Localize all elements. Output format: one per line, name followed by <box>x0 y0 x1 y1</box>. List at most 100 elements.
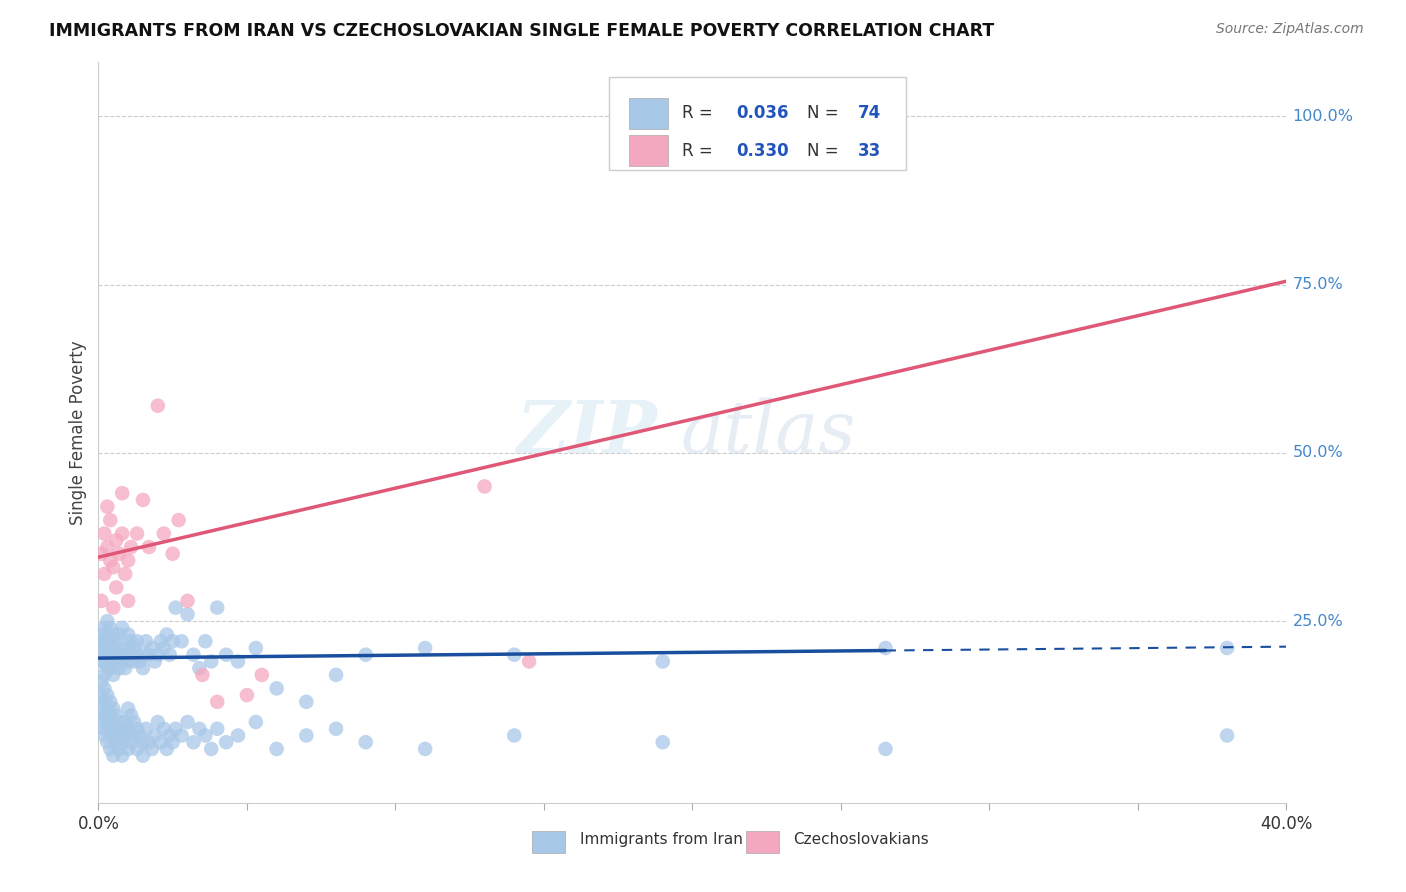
Point <box>132 648 155 662</box>
Point <box>503 648 526 662</box>
Text: 74: 74 <box>858 104 880 122</box>
Point <box>176 594 198 608</box>
Point <box>517 655 540 669</box>
Point <box>114 566 136 581</box>
Point <box>93 695 115 709</box>
Point <box>96 701 118 715</box>
Point <box>120 735 142 749</box>
Point <box>105 735 128 749</box>
Point <box>103 627 125 641</box>
Point <box>117 701 139 715</box>
Point <box>226 729 249 743</box>
Point <box>111 526 134 541</box>
Point <box>96 688 118 702</box>
Point <box>108 661 131 675</box>
Point <box>98 648 121 662</box>
Point <box>90 655 112 669</box>
Point <box>117 553 139 567</box>
Point <box>138 735 160 749</box>
Point <box>474 479 496 493</box>
Point <box>156 742 179 756</box>
Text: IMMIGRANTS FROM IRAN VS CZECHOSLOVAKIAN SINGLE FEMALE POVERTY CORRELATION CHART: IMMIGRANTS FROM IRAN VS CZECHOSLOVAKIAN … <box>49 22 994 40</box>
Point <box>90 594 112 608</box>
Point <box>651 735 673 749</box>
Point <box>114 714 136 729</box>
Point <box>90 547 112 561</box>
Point <box>105 708 128 723</box>
Point <box>96 634 118 648</box>
Text: 0.036: 0.036 <box>737 104 789 122</box>
Point <box>98 742 121 756</box>
Point <box>132 748 155 763</box>
Point <box>138 540 160 554</box>
Point <box>105 533 128 548</box>
Point <box>152 722 174 736</box>
Point <box>96 661 118 675</box>
Point <box>205 600 228 615</box>
Point <box>325 668 347 682</box>
Point <box>170 634 193 648</box>
Point <box>90 648 112 662</box>
Point <box>93 668 115 682</box>
Point <box>103 640 125 655</box>
Point <box>117 640 139 655</box>
Point <box>413 742 436 756</box>
Point <box>152 526 174 541</box>
Point <box>215 735 238 749</box>
Point <box>226 655 249 669</box>
Point <box>162 634 184 648</box>
Point <box>108 627 131 641</box>
Point <box>205 695 228 709</box>
Point <box>245 640 267 655</box>
Point <box>105 655 128 669</box>
Text: Immigrants from Iran: Immigrants from Iran <box>579 832 742 847</box>
FancyBboxPatch shape <box>609 78 907 169</box>
Point <box>295 695 318 709</box>
Point <box>295 729 318 743</box>
Point <box>103 668 125 682</box>
Point <box>120 634 142 648</box>
Point <box>188 661 211 675</box>
Point <box>108 547 131 561</box>
Point <box>129 655 152 669</box>
Point <box>114 648 136 662</box>
Text: 50.0%: 50.0% <box>1292 445 1343 460</box>
FancyBboxPatch shape <box>630 136 668 166</box>
Point <box>111 486 134 500</box>
Point <box>132 661 155 675</box>
Point <box>111 735 134 749</box>
Point <box>152 640 174 655</box>
Text: 75.0%: 75.0% <box>1292 277 1343 292</box>
Point <box>103 600 125 615</box>
Point <box>200 655 222 669</box>
Point <box>111 655 134 669</box>
Point <box>176 714 198 729</box>
Text: R =: R = <box>682 104 717 122</box>
Point <box>194 634 217 648</box>
Point <box>103 748 125 763</box>
Point <box>651 655 673 669</box>
Point <box>138 648 160 662</box>
FancyBboxPatch shape <box>747 831 779 853</box>
Point <box>111 748 134 763</box>
Point <box>250 668 273 682</box>
Text: 25.0%: 25.0% <box>1292 614 1343 629</box>
Point <box>90 701 112 715</box>
Point <box>141 640 163 655</box>
Point <box>165 600 187 615</box>
Point <box>96 500 118 514</box>
Text: 0.330: 0.330 <box>737 142 789 160</box>
Point <box>1216 729 1239 743</box>
Point <box>96 614 118 628</box>
Point <box>1216 640 1239 655</box>
Point <box>245 714 267 729</box>
Point <box>90 688 112 702</box>
Point <box>90 714 112 729</box>
Point <box>117 742 139 756</box>
Point <box>325 722 347 736</box>
Text: Czechoslovakians: Czechoslovakians <box>793 832 929 847</box>
Point <box>135 722 157 736</box>
Point <box>111 640 134 655</box>
Point <box>167 513 190 527</box>
Point <box>125 722 148 736</box>
